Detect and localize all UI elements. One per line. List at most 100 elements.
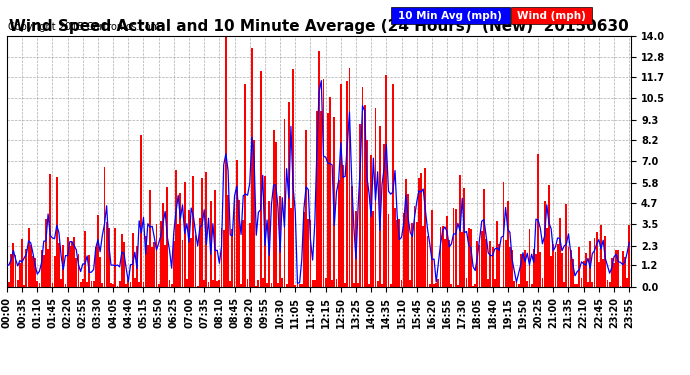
Text: 10 Min Avg (mph): 10 Min Avg (mph) [398,10,502,21]
Bar [470,229,472,287]
Bar [413,207,415,287]
Bar [242,219,244,287]
Bar [494,279,495,287]
Bar [424,168,426,287]
Bar [80,282,81,287]
Bar [405,179,407,287]
Bar [312,280,313,287]
Bar [325,279,326,287]
Bar [292,69,294,287]
Bar [609,282,611,287]
Bar [529,229,531,287]
Bar [377,281,379,287]
Bar [62,245,64,287]
Bar [468,228,470,287]
Bar [583,261,584,287]
Bar [570,250,571,287]
Bar [84,231,86,287]
Bar [255,286,257,287]
Bar [355,211,357,287]
Bar [229,280,231,287]
Bar [52,283,53,287]
Bar [153,242,155,287]
Bar [295,285,296,287]
Bar [433,284,435,287]
Bar [333,117,335,287]
Bar [108,228,110,287]
Bar [548,185,550,287]
Bar [227,195,229,287]
Bar [600,225,602,287]
Bar [273,130,275,287]
Bar [515,280,518,287]
Bar [266,282,268,287]
Bar [236,160,237,287]
Bar [629,225,630,287]
Bar [264,176,266,287]
Bar [26,249,28,287]
Bar [559,218,561,287]
Bar [615,250,617,287]
Bar [164,245,166,287]
Bar [318,51,320,287]
Bar [496,220,498,287]
Bar [130,282,131,287]
Bar [542,278,543,287]
Bar [351,186,353,287]
Bar [119,281,121,287]
Bar [524,249,526,287]
Bar [75,258,77,287]
Bar [34,258,36,287]
Bar [479,244,480,287]
Bar [453,208,455,287]
Bar [511,250,513,287]
Bar [246,279,248,287]
Bar [342,165,344,287]
Bar [170,284,172,287]
Bar [531,284,533,287]
Bar [77,254,79,287]
Bar [314,280,316,287]
Bar [622,251,624,287]
Bar [446,216,448,287]
Text: Wind (mph): Wind (mph) [517,10,586,21]
Bar [225,36,227,287]
Bar [104,167,106,287]
Bar [56,177,58,287]
Bar [123,242,125,287]
Bar [344,283,346,287]
Bar [462,232,463,287]
Bar [201,178,203,287]
Bar [502,182,504,287]
Bar [21,239,23,287]
Bar [12,243,14,287]
Bar [428,284,431,287]
Bar [422,226,424,287]
Bar [561,252,563,287]
Bar [388,214,389,287]
Bar [284,119,286,287]
Bar [331,280,333,287]
Bar [219,280,220,287]
Bar [110,283,112,287]
Bar [125,284,127,287]
Bar [30,245,32,287]
Bar [101,283,104,287]
Bar [17,280,19,287]
Bar [299,284,301,287]
Bar [366,140,368,287]
Bar [73,237,75,287]
Bar [210,201,212,287]
Bar [310,220,311,287]
Bar [92,280,95,287]
Bar [193,176,195,287]
Bar [477,241,478,287]
Bar [197,286,199,287]
FancyBboxPatch shape [391,7,510,24]
Bar [14,255,17,287]
Bar [303,211,305,287]
Bar [481,231,483,287]
Bar [162,202,164,287]
Bar [504,240,506,287]
Bar [158,284,159,287]
